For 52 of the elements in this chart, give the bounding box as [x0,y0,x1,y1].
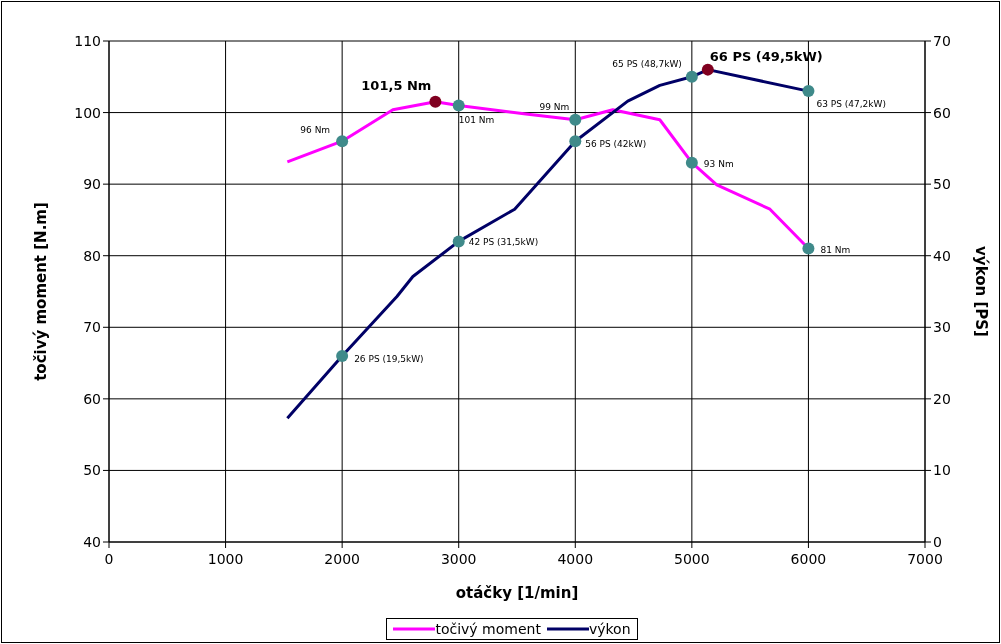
y2-tick-label: 70 [933,32,951,49]
x-tick-label: 2000 [324,550,360,567]
y-tick-label: 80 [83,247,101,264]
x-axis-title: otáčky [1/min] [455,584,579,602]
data-label: 65 PS (48,7kW) [612,58,682,69]
point [569,113,582,126]
x-tick-label: 7000 [907,550,943,567]
y2-tick-label: 10 [933,462,951,479]
data-label: 42 PS (31,5kW) [468,237,539,248]
x-tick-label: 6000 [790,550,827,567]
y-tick-label: 40 [83,533,101,550]
y2-tick-label: 30 [933,319,951,336]
data-label: 63 PS (47,2kW) [816,99,886,110]
data-label: 99 Nm [539,101,570,112]
data-label: 81 Nm [820,244,851,255]
data-label: 96 Nm [300,125,331,136]
y2-tick-label: 20 [933,390,951,407]
legend-label: výkon [588,621,631,637]
y-tick-label: 90 [83,176,101,193]
y-tick-label: 50 [83,462,101,479]
y-tick-label: 110 [74,32,101,49]
data-label: 101 Nm [458,115,495,126]
point [701,63,714,76]
point [452,99,465,112]
y-tick-label: 60 [83,390,101,407]
point [569,135,582,148]
x-tick-label: 5000 [674,550,710,567]
point [685,156,698,169]
point [336,349,349,362]
point [685,70,698,83]
x-tick-label: 3000 [440,550,477,567]
legend-label: točivý moment [435,621,541,637]
y2-axis-title: výkon [PS] [971,246,990,337]
y-tick-label: 70 [83,319,101,336]
point [802,85,815,98]
point [452,235,465,248]
data-label: 56 PS (42kW) [585,139,647,150]
x-tick-label: 0 [104,550,114,567]
y-tick-label: 100 [74,104,101,121]
point [429,95,442,108]
y2-tick-label: 40 [933,247,951,264]
point [802,242,815,255]
x-tick-label: 4000 [557,550,594,567]
y2-tick-label: 60 [933,104,951,121]
data-label: 101,5 Nm [361,77,432,93]
data-label: 93 Nm [703,158,734,169]
x-tick-label: 1000 [207,550,244,567]
y-axis-title: točivý moment [N.m] [32,202,51,381]
point [336,135,349,148]
data-label: 26 PS (19,5kW) [354,353,424,364]
y2-tick-label: 0 [933,533,942,550]
y2-tick-label: 50 [933,176,951,193]
